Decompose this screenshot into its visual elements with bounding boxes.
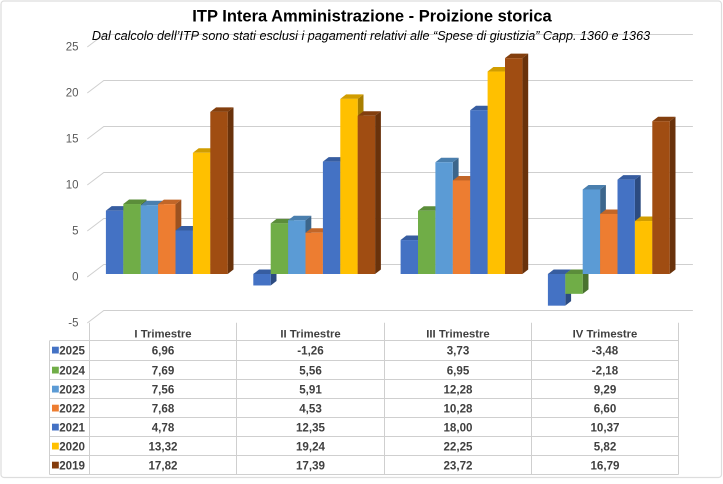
svg-text:10,28: 10,28	[443, 402, 473, 415]
svg-text:17,39: 17,39	[296, 459, 326, 472]
svg-text:9,29: 9,29	[594, 383, 617, 396]
svg-text:2024: 2024	[59, 364, 85, 377]
svg-text:13,32: 13,32	[148, 440, 177, 453]
svg-text:23,72: 23,72	[443, 459, 472, 472]
svg-text:12,35: 12,35	[296, 421, 326, 434]
svg-text:18,00: 18,00	[443, 421, 472, 434]
svg-text:2020: 2020	[59, 440, 85, 453]
svg-text:10,37: 10,37	[590, 421, 619, 434]
svg-text:7,56: 7,56	[152, 383, 175, 396]
svg-text:I Trimestre: I Trimestre	[134, 329, 191, 341]
svg-text:-5: -5	[68, 318, 78, 330]
svg-text:-3,48: -3,48	[592, 344, 619, 357]
svg-text:0: 0	[72, 272, 78, 284]
svg-text:6,60: 6,60	[594, 402, 617, 415]
svg-text:16,79: 16,79	[590, 459, 620, 472]
svg-text:6,95: 6,95	[447, 364, 470, 377]
svg-text:5,56: 5,56	[299, 364, 322, 377]
svg-text:20: 20	[66, 88, 79, 100]
svg-text:19,24: 19,24	[296, 440, 326, 453]
svg-text:II Trimestre: II Trimestre	[280, 329, 340, 341]
svg-text:22,25: 22,25	[443, 440, 473, 453]
svg-text:5: 5	[72, 226, 78, 238]
svg-text:-1,26: -1,26	[297, 344, 324, 357]
svg-text:12,28: 12,28	[443, 383, 473, 396]
svg-text:Dal calcolo dell’ITP sono stat: Dal calcolo dell’ITP sono stati esclusi …	[92, 29, 650, 43]
svg-text:25: 25	[66, 42, 79, 54]
svg-text:III Trimestre: III Trimestre	[426, 329, 489, 341]
svg-text:4,53: 4,53	[299, 402, 322, 415]
svg-text:2023: 2023	[59, 383, 85, 396]
svg-text:-2,18: -2,18	[592, 364, 619, 377]
svg-text:10: 10	[66, 180, 79, 192]
svg-text:2022: 2022	[59, 402, 85, 415]
svg-text:5,91: 5,91	[299, 383, 322, 396]
svg-text:7,69: 7,69	[152, 364, 175, 377]
svg-text:17,82: 17,82	[148, 459, 177, 472]
svg-text:ITP Intera Amministrazione - P: ITP Intera Amministrazione - Proizione s…	[192, 8, 552, 26]
svg-text:IV Trimestre: IV Trimestre	[573, 329, 638, 341]
svg-text:2019: 2019	[59, 459, 85, 472]
svg-text:15: 15	[66, 134, 79, 146]
svg-text:4,78: 4,78	[152, 421, 175, 434]
svg-text:2025: 2025	[59, 344, 85, 357]
svg-text:2021: 2021	[59, 421, 85, 434]
svg-text:5,82: 5,82	[594, 440, 617, 453]
svg-text:3,73: 3,73	[447, 344, 470, 357]
svg-text:7,68: 7,68	[152, 402, 175, 415]
svg-text:6,96: 6,96	[152, 344, 175, 357]
